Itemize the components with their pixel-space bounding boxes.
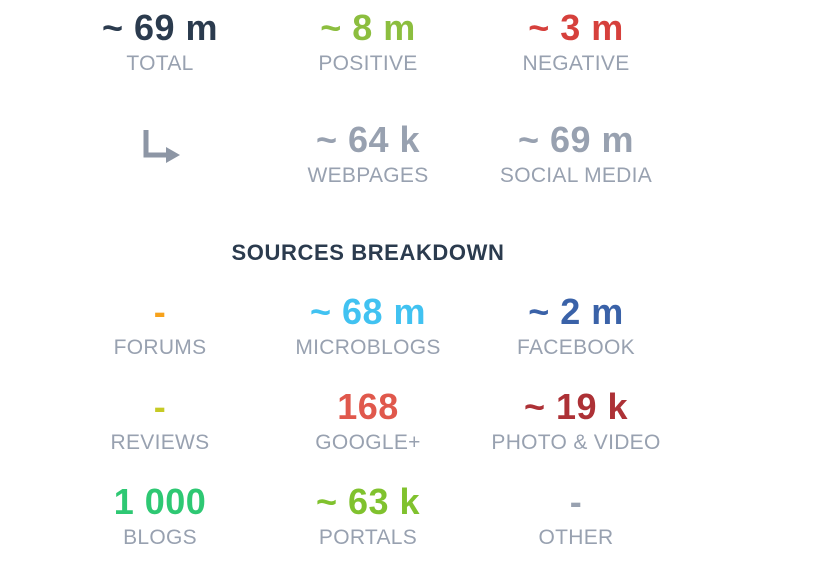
stat-negative: ~ 3 m NEGATIVE — [472, 8, 680, 76]
stat-value: ~ 69 m — [517, 119, 635, 160]
stat-label: PORTALS — [318, 526, 418, 549]
stat-label: POSITIVE — [318, 52, 418, 75]
sources-breakdown-title: SOURCES BREAKDOWN — [231, 240, 505, 265]
stat-label: MICROBLOGS — [295, 336, 441, 359]
stat-label: NEGATIVE — [522, 52, 630, 75]
stat-webpages: ~ 64 k WEBPAGES — [264, 120, 472, 188]
stat-microblogs: ~ 68 m MICROBLOGS — [264, 292, 472, 360]
stat-label: WEBPAGES — [307, 164, 429, 187]
stat-value: - — [153, 386, 167, 427]
stat-value: - — [153, 291, 167, 332]
summary-row: ~ 69 m TOTAL ~ 8 m POSITIVE ~ 3 m NEGATI… — [56, 8, 680, 76]
stat-label: FORUMS — [113, 336, 207, 359]
stat-value: ~ 19 k — [523, 386, 629, 427]
stat-value: 1 000 — [113, 481, 207, 522]
stat-value: ~ 8 m — [320, 7, 416, 48]
stat-forums: - FORUMS — [56, 292, 264, 360]
stat-label: PHOTO & VIDEO — [491, 431, 661, 454]
stat-social-media: ~ 69 m SOCIAL MEDIA — [472, 120, 680, 188]
breakdown-row: 1 000 BLOGS ~ 63 k PORTALS - OTHER — [56, 482, 680, 550]
stat-label: BLOGS — [123, 526, 197, 549]
breakdown-row: - FORUMS ~ 68 m MICROBLOGS ~ 2 m FACEBOO… — [56, 292, 680, 360]
stat-label: REVIEWS — [110, 431, 210, 454]
stat-label: OTHER — [538, 526, 614, 549]
stat-value: ~ 63 k — [315, 481, 421, 522]
stat-facebook: ~ 2 m FACEBOOK — [472, 292, 680, 360]
subtotal-arrow-cell — [56, 120, 264, 188]
stat-other: - OTHER — [472, 482, 680, 550]
stat-value: 168 — [337, 386, 399, 427]
stat-value: ~ 68 m — [309, 291, 427, 332]
stat-value: ~ 2 m — [528, 291, 624, 332]
subtotal-row: ~ 64 k WEBPAGES ~ 69 m SOCIAL MEDIA — [56, 120, 680, 188]
stat-label: SOCIAL MEDIA — [499, 164, 653, 187]
stat-google-plus: 168 GOOGLE+ — [264, 387, 472, 455]
stat-label: GOOGLE+ — [315, 431, 421, 454]
stat-blogs: 1 000 BLOGS — [56, 482, 264, 550]
stat-value: ~ 69 m — [101, 7, 219, 48]
stat-value: ~ 3 m — [528, 7, 624, 48]
stat-value: - — [569, 481, 583, 522]
stat-reviews: - REVIEWS — [56, 387, 264, 455]
stat-positive: ~ 8 m POSITIVE — [264, 8, 472, 76]
stat-photo-video: ~ 19 k PHOTO & VIDEO — [472, 387, 680, 455]
breakdown-row: - REVIEWS 168 GOOGLE+ ~ 19 k PHOTO & VID… — [56, 387, 680, 455]
down-right-arrow-icon — [139, 128, 181, 163]
stat-value: ~ 64 k — [315, 119, 421, 160]
stat-label: TOTAL — [126, 52, 194, 75]
stat-label: FACEBOOK — [517, 336, 635, 359]
stat-total: ~ 69 m TOTAL — [56, 8, 264, 76]
stat-portals: ~ 63 k PORTALS — [264, 482, 472, 550]
